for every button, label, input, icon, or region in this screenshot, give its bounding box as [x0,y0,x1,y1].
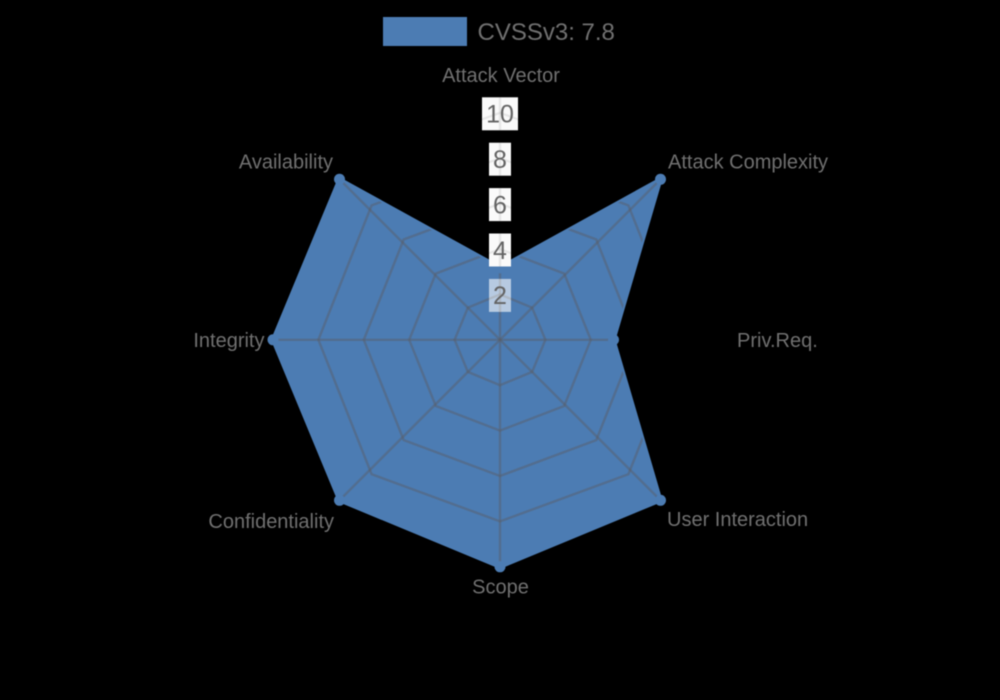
svg-text:10: 10 [486,101,514,129]
svg-text:8: 8 [493,146,507,174]
svg-text:4: 4 [493,237,507,265]
svg-text:6: 6 [493,191,507,219]
svg-text:Integrity: Integrity [193,330,264,352]
svg-text:Scope: Scope [472,577,529,599]
svg-text:Attack Complexity: Attack Complexity [668,151,828,173]
svg-text:Priv.Req.: Priv.Req. [737,330,818,352]
svg-text:2: 2 [493,282,507,310]
svg-text:User Interaction: User Interaction [667,509,808,531]
svg-text:Availability: Availability [239,152,333,174]
svg-text:Confidentiality: Confidentiality [208,511,334,533]
svg-text:Attack Vector: Attack Vector [442,65,560,87]
svg-text:CVSSv3: 7.8: CVSSv3: 7.8 [478,19,615,46]
